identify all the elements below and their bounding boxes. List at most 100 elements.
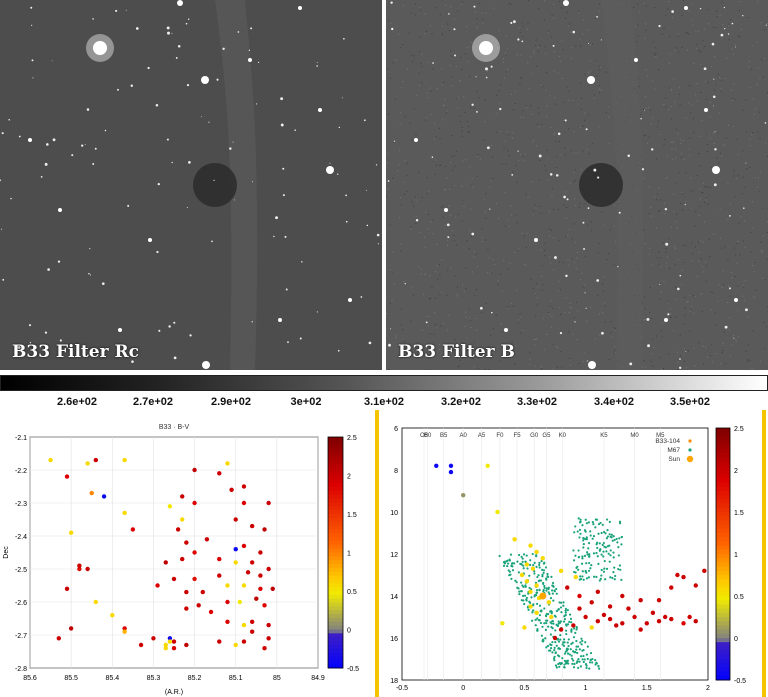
data-point — [589, 625, 594, 630]
noise-speck — [716, 16, 718, 18]
noise-speck — [709, 256, 711, 258]
noise-speck — [598, 10, 600, 12]
noise-speck — [639, 113, 641, 115]
noise-speck — [720, 78, 722, 80]
noise-speck — [690, 85, 692, 87]
noise-speck — [613, 326, 615, 328]
noise-speck — [757, 186, 759, 188]
m67-point — [606, 535, 610, 538]
faint-star — [618, 211, 621, 214]
m67-point — [577, 556, 580, 559]
noise-speck — [568, 312, 570, 314]
noise-speck — [461, 130, 463, 132]
spectral-type-label: K0 — [559, 433, 567, 439]
noise-speck — [685, 172, 687, 174]
noise-speck — [764, 279, 766, 281]
noise-speck — [758, 177, 760, 179]
noise-speck — [744, 246, 746, 248]
noise-speck — [711, 66, 713, 68]
noise-speck — [722, 24, 724, 26]
noise-speck — [727, 218, 729, 220]
noise-speck — [719, 14, 721, 16]
m67-point — [591, 520, 594, 524]
noise-speck — [711, 166, 713, 168]
noise-speck — [751, 367, 753, 369]
noise-speck — [441, 68, 443, 70]
noise-speck — [670, 226, 672, 228]
m67-point — [566, 609, 569, 612]
m67-point — [612, 551, 615, 554]
m67-point — [540, 634, 543, 637]
noise-speck — [696, 82, 698, 84]
m67-point — [619, 568, 622, 571]
noise-speck — [739, 0, 741, 2]
noise-speck — [660, 291, 662, 293]
noise-speck — [553, 134, 555, 136]
data-point — [266, 622, 271, 628]
noise-speck — [717, 132, 719, 134]
noise-speck — [410, 12, 412, 14]
noise-speck — [734, 43, 736, 45]
noise-speck — [599, 85, 601, 87]
faint-star — [377, 243, 379, 245]
noise-speck — [446, 239, 448, 241]
noise-speck — [392, 62, 394, 64]
colorbar-tick-label: -0.5 — [734, 678, 746, 685]
legend-marker — [688, 439, 692, 443]
colorbar-segment — [716, 457, 730, 463]
noise-speck — [736, 262, 738, 264]
m67-point — [524, 584, 527, 587]
m67-point — [582, 546, 585, 549]
faint-star — [31, 24, 33, 26]
star — [58, 208, 62, 212]
noise-speck — [469, 230, 471, 232]
m67-point — [543, 622, 546, 625]
m67-point — [570, 628, 573, 631]
m67-point — [531, 619, 534, 622]
noise-speck — [614, 346, 616, 348]
m67-point — [564, 613, 567, 617]
noise-speck — [656, 193, 658, 195]
faint-star — [40, 176, 43, 178]
noise-speck — [536, 304, 538, 306]
m67-point — [587, 521, 590, 524]
noise-speck — [420, 268, 422, 270]
m67-point — [514, 579, 517, 582]
noise-speck — [726, 58, 728, 60]
data-point — [180, 517, 185, 522]
noise-speck — [593, 94, 595, 96]
noise-speck — [595, 17, 597, 19]
faint-star — [2, 278, 5, 281]
noise-speck — [583, 286, 585, 288]
data-point — [204, 537, 210, 542]
m67-point — [597, 665, 600, 668]
noise-speck — [555, 259, 557, 261]
noise-speck — [483, 139, 485, 141]
m67-point — [617, 546, 620, 549]
noise-speck — [545, 169, 547, 171]
colorbar-segment — [716, 587, 730, 593]
faint-star — [46, 143, 49, 146]
faint-star — [94, 147, 97, 150]
faint-star — [343, 37, 345, 40]
colorbar-tick-label: 2 — [734, 468, 738, 475]
noise-speck — [522, 36, 524, 38]
noise-speck — [387, 114, 389, 116]
colorbar-segment — [716, 549, 730, 555]
colorbar-segment — [716, 545, 730, 551]
noise-speck — [613, 353, 615, 355]
colorbar-segment — [716, 503, 730, 509]
noise-speck — [593, 97, 595, 99]
noise-speck — [659, 210, 661, 212]
noise-speck — [710, 186, 712, 188]
noise-speck — [421, 329, 423, 331]
noise-speck — [665, 97, 667, 99]
data-point — [64, 474, 70, 479]
faint-star — [337, 173, 339, 175]
noise-speck — [754, 262, 756, 264]
noise-speck — [499, 130, 501, 132]
noise-speck — [539, 159, 541, 161]
noise-speck — [610, 321, 612, 323]
m67-point — [565, 632, 568, 636]
